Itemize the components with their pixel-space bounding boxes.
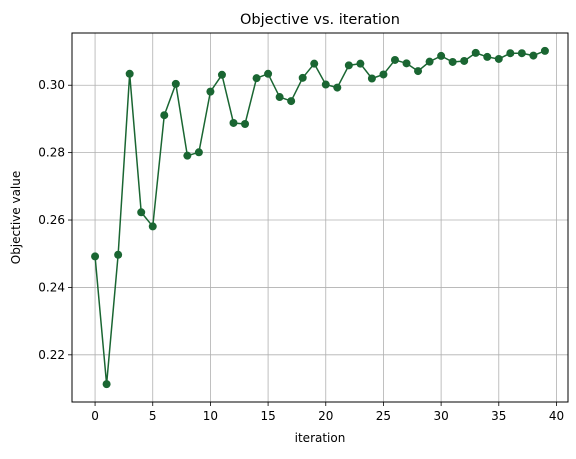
- series-line: [94, 50, 546, 385]
- data-point: [125, 69, 134, 78]
- data-point: [217, 70, 226, 79]
- data-point: [402, 59, 411, 68]
- data-point: [102, 380, 111, 389]
- data-point: [252, 74, 261, 83]
- x-tick-label: 30: [433, 409, 448, 423]
- data-point: [264, 69, 273, 78]
- data-point: [529, 51, 538, 60]
- data-point: [448, 57, 457, 66]
- data-point: [483, 52, 492, 61]
- y-tick-label: 0.30: [38, 78, 65, 92]
- x-tick-label: 35: [491, 409, 506, 423]
- data-point: [379, 70, 388, 79]
- data-point: [148, 222, 157, 231]
- data-point: [183, 151, 192, 160]
- data-point: [229, 118, 238, 127]
- data-point: [517, 49, 526, 58]
- data-point: [298, 73, 307, 82]
- x-tick-label: 20: [318, 409, 333, 423]
- data-point: [333, 83, 342, 92]
- x-tick-label: 0: [91, 409, 99, 423]
- data-point: [137, 208, 146, 217]
- x-tick-label: 5: [149, 409, 157, 423]
- data-point: [460, 56, 469, 65]
- data-point: [171, 79, 180, 88]
- y-axis-ticks: 0.22 0.24 0.26 0.28 0.30: [38, 78, 72, 362]
- x-tick-label: 15: [260, 409, 275, 423]
- data-point: [390, 55, 399, 64]
- data-point: [206, 87, 215, 96]
- data-point: [414, 67, 423, 76]
- data-point: [356, 59, 365, 68]
- data-point: [160, 111, 169, 120]
- grid: [72, 33, 568, 402]
- y-tick-label: 0.26: [38, 213, 65, 227]
- data-point: [275, 93, 284, 102]
- data-point: [91, 252, 100, 261]
- x-axis-ticks: 0 5 10 15 20 25 30 35 40: [91, 402, 564, 423]
- x-tick-label: 10: [203, 409, 218, 423]
- data-point: [425, 57, 434, 66]
- plot-frame: [71, 32, 569, 403]
- y-axis-label: Objective value: [9, 171, 23, 265]
- data-point: [494, 54, 503, 63]
- y-tick-label: 0.22: [38, 348, 65, 362]
- y-tick-label: 0.24: [38, 280, 65, 294]
- series-group: [91, 46, 549, 389]
- x-axis-label: iteration: [295, 431, 346, 445]
- data-point: [471, 48, 480, 57]
- data-point: [287, 97, 296, 106]
- data-point: [321, 80, 330, 89]
- data-point: [367, 74, 376, 83]
- data-point: [310, 59, 319, 68]
- data-point: [194, 148, 203, 157]
- x-tick-label: 25: [376, 409, 391, 423]
- data-point: [344, 61, 353, 70]
- x-tick-label: 40: [549, 409, 564, 423]
- data-point: [540, 46, 549, 55]
- data-point: [437, 51, 446, 60]
- data-point: [506, 49, 515, 58]
- data-point: [114, 250, 123, 259]
- chart-title: Objective vs. iteration: [240, 12, 400, 28]
- y-tick-label: 0.28: [38, 146, 65, 160]
- data-point: [241, 119, 250, 128]
